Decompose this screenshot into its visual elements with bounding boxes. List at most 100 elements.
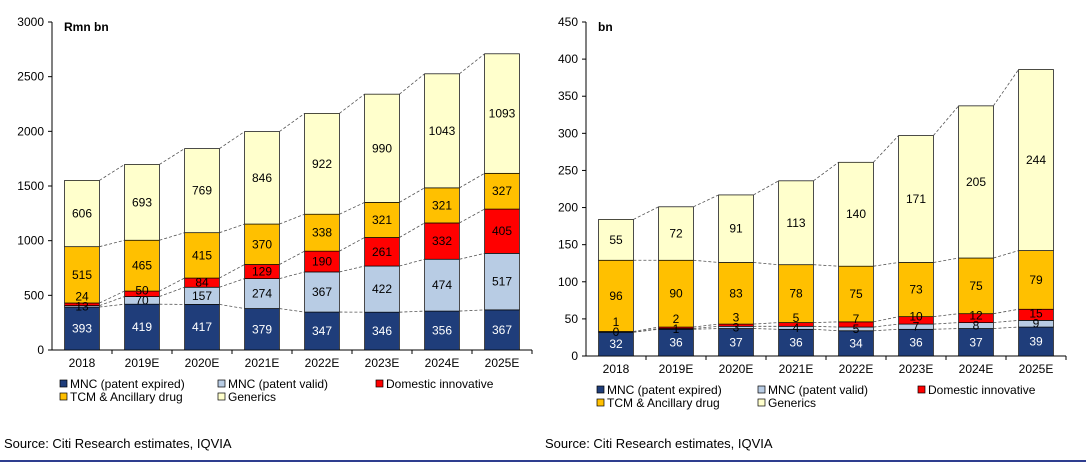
- right-data-label: 91: [729, 222, 743, 236]
- left-bar-segment: [184, 232, 220, 279]
- left-data-label: 367: [312, 285, 332, 299]
- left-data-label: 990: [372, 141, 392, 155]
- right-connector-line: [633, 326, 659, 332]
- left-connector-line: [279, 113, 305, 132]
- left-bar-segment: [484, 252, 520, 311]
- right-bar-segment: [598, 219, 634, 261]
- right-legend-label: MNC (patent valid): [768, 383, 868, 397]
- left-data-label: 370: [252, 237, 272, 251]
- left-connector-line: [279, 250, 305, 265]
- right-connector-line: [813, 264, 839, 267]
- left-connector-line: [219, 264, 245, 279]
- left-bar-segment: [364, 202, 400, 238]
- left-legend-swatch: [217, 392, 226, 401]
- right-bar-segment: [1018, 326, 1054, 357]
- right-bar-segment: [718, 194, 754, 263]
- left-connector-line: [279, 213, 305, 225]
- left-legend-label: Domestic innovative: [386, 377, 494, 391]
- right-connector-line: [933, 257, 959, 263]
- right-connector-line: [753, 262, 779, 266]
- left-bar-segment: [304, 213, 340, 252]
- left-data-label: 422: [372, 282, 392, 296]
- right-bar-segment: [958, 328, 994, 357]
- left-data-label: 24: [75, 289, 89, 303]
- right-data-label: 96: [609, 289, 623, 303]
- right-bar-segment: [718, 328, 754, 357]
- left-bar-segment: [424, 73, 460, 189]
- right-y-tick-label: 350: [558, 89, 578, 103]
- right-legend-label: Domestic innovative: [928, 383, 1036, 397]
- right-connector-line: [993, 69, 1019, 107]
- left-legend-label: TCM & Ancillary drug: [70, 390, 183, 404]
- left-data-label: 405: [492, 224, 512, 238]
- right-x-tick-label: 2019E: [659, 362, 694, 376]
- left-bar-segment: [424, 222, 460, 260]
- left-data-label: 50: [135, 283, 149, 297]
- left-x-tick-label: 2018: [69, 356, 96, 370]
- right-bar-segment: [778, 180, 814, 266]
- right-connector-line: [693, 259, 719, 263]
- right-data-label: 15: [1029, 307, 1043, 321]
- left-data-label: 367: [492, 323, 512, 337]
- left-connector-line: [99, 296, 125, 306]
- left-x-tick-label: 2022E: [305, 356, 340, 370]
- left-legend-swatch: [375, 379, 384, 388]
- right-connector-line: [813, 161, 839, 182]
- left-bar-segment: [184, 148, 220, 234]
- right-data-label: 37: [729, 335, 743, 349]
- right-connector-line: [693, 194, 719, 208]
- right-bar-segment: [658, 259, 694, 328]
- right-data-label: 72: [669, 227, 683, 241]
- right-legend-swatch: [596, 398, 605, 407]
- left-bar-segment: [424, 187, 460, 224]
- left-data-label: 517: [492, 275, 512, 289]
- left-bar-segment: [364, 311, 400, 351]
- left-data-label: 190: [312, 255, 332, 269]
- left-connector-line: [159, 286, 185, 297]
- left-data-label: 474: [432, 278, 452, 292]
- left-data-label: 846: [252, 171, 272, 185]
- right-bar-segment: [598, 259, 634, 332]
- right-data-label: 39: [1029, 335, 1043, 349]
- left-legend-swatch: [217, 379, 226, 388]
- right-bar-segment: [1018, 250, 1054, 310]
- right-connector-line: [873, 323, 899, 328]
- right-connector-line: [993, 326, 1019, 329]
- left-y-tick-label: 2500: [17, 70, 44, 84]
- left-data-label: 356: [432, 324, 452, 338]
- left-data-label: 606: [72, 207, 92, 221]
- right-data-label: 244: [1026, 153, 1046, 167]
- right-data-label: 113: [786, 216, 805, 230]
- left-data-label: 417: [192, 320, 212, 334]
- right-data-label: 171: [906, 192, 926, 206]
- right-connector-line: [933, 313, 959, 318]
- left-bar-segment: [484, 208, 520, 254]
- left-data-label: 70: [135, 293, 149, 307]
- left-connector-line: [99, 290, 125, 304]
- right-y-tick-label: 400: [558, 52, 578, 66]
- right-data-label: 4: [793, 321, 800, 335]
- right-connector-line: [753, 328, 779, 330]
- right-connector-line: [933, 328, 959, 330]
- left-x-tick-label: 2023E: [365, 356, 400, 370]
- left-connector-line: [219, 278, 245, 288]
- right-data-label: 0: [613, 325, 620, 339]
- left-data-label: 13: [75, 299, 89, 313]
- right-data-label: 83: [729, 286, 743, 300]
- left-connector-line: [399, 310, 425, 313]
- right-connector-line: [873, 316, 899, 323]
- right-y-tick-label: 300: [558, 126, 578, 140]
- left-data-label: 465: [132, 259, 152, 273]
- right-data-label: 5: [853, 322, 860, 336]
- right-data-label: 9: [1033, 317, 1040, 331]
- left-bar-segment: [124, 239, 160, 292]
- right-connector-line: [813, 328, 839, 332]
- right-data-label: 10: [909, 310, 923, 324]
- left-connector-line: [99, 164, 125, 181]
- left-data-label: 129: [252, 265, 272, 279]
- left-bar-segment: [124, 164, 160, 241]
- right-connector-line: [693, 328, 719, 330]
- left-bar-segment: [244, 308, 280, 351]
